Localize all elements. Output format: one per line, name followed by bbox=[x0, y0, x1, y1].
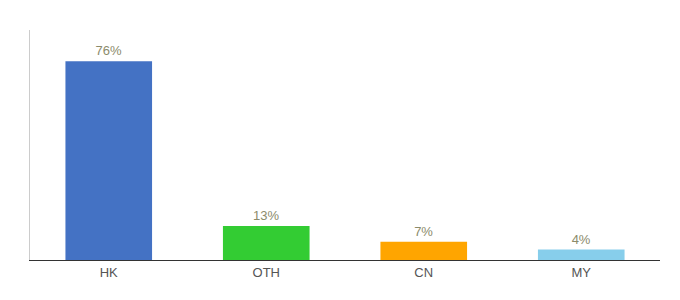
svg-text:HK: HK bbox=[100, 265, 118, 280]
svg-text:OTH: OTH bbox=[253, 265, 280, 280]
svg-text:CN: CN bbox=[414, 265, 433, 280]
svg-text:4%: 4% bbox=[572, 232, 591, 247]
svg-text:76%: 76% bbox=[96, 43, 122, 58]
svg-text:7%: 7% bbox=[414, 224, 433, 239]
svg-text:MY: MY bbox=[572, 265, 592, 280]
svg-text:13%: 13% bbox=[253, 208, 279, 223]
